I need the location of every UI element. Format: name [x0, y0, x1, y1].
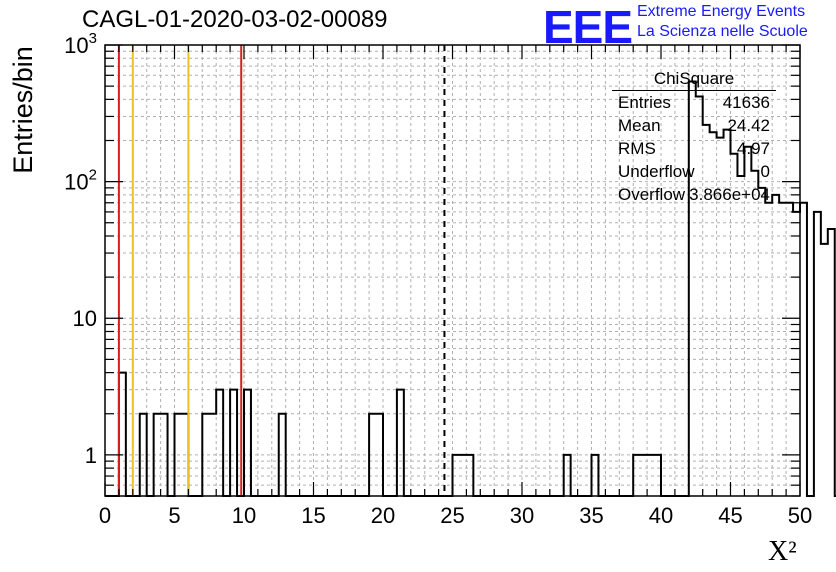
stats-row: Mean 24.42 — [612, 114, 776, 137]
x-tick-label: 30 — [510, 503, 534, 528]
stats-row: Overflow 3.866e+04 — [612, 183, 776, 206]
chart-title: CAGL-01-2020-03-02-00089 — [82, 6, 388, 33]
stats-label: Entries — [618, 93, 671, 112]
stats-row: Entries 41636 — [612, 91, 776, 114]
x-tick-label: 5 — [168, 503, 180, 528]
x-tick-label: 50 — [788, 503, 812, 528]
x-tick-label: 25 — [440, 503, 464, 528]
stats-label: Underflow — [618, 162, 695, 181]
y-tick-label: 103 — [64, 30, 97, 58]
y-tick-label: 10 — [73, 306, 97, 331]
stats-value: 3.866e+04 — [689, 185, 770, 204]
logo-line-1: Extreme Energy Events — [637, 3, 806, 20]
x-tick-label: 40 — [649, 503, 673, 528]
x-tick-label: 15 — [301, 503, 325, 528]
y-tick-label: 102 — [64, 167, 97, 195]
stats-value: 24.42 — [727, 116, 770, 135]
x-tick-label: 10 — [232, 503, 256, 528]
stats-row: Underflow 0 — [612, 160, 776, 183]
x-tick-label: 0 — [99, 503, 111, 528]
stats-label: RMS — [618, 139, 656, 158]
stats-label: Overflow — [618, 185, 686, 204]
x-tick-label: 20 — [371, 503, 395, 528]
x-axis-label: X² — [768, 536, 797, 567]
logo-line-2: La Scienza nelle Scuole — [637, 23, 808, 40]
stats-value: 0 — [760, 162, 770, 181]
stats-value: 4.97 — [736, 139, 770, 158]
y-tick-label: 1 — [85, 443, 97, 468]
y-axis-label: Entries/bin — [8, 46, 38, 174]
stats-box-title: ChiSquare — [612, 68, 776, 91]
eee-logo: EEE — [543, 1, 633, 53]
stats-label: Mean — [618, 116, 661, 135]
x-tick-label: 35 — [579, 503, 603, 528]
x-tick-label: 45 — [718, 503, 742, 528]
stats-row: RMS 4.97 — [612, 137, 776, 160]
stats-box: ChiSquare Entries 41636 Mean 24.42 RMS 4… — [612, 68, 776, 206]
stats-value: 41636 — [722, 93, 770, 112]
